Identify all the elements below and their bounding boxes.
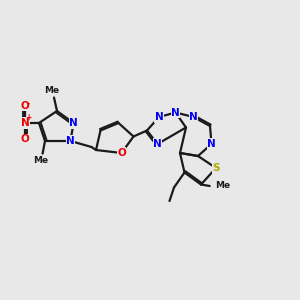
Text: N: N [20, 118, 29, 128]
Text: -: - [27, 100, 30, 109]
Text: N: N [69, 118, 78, 128]
Text: N: N [207, 139, 216, 149]
Text: O: O [117, 148, 126, 158]
Text: Me: Me [33, 156, 48, 165]
Text: +: + [25, 113, 31, 122]
Text: S: S [212, 163, 220, 173]
Text: Me: Me [215, 182, 230, 190]
Text: N: N [189, 112, 198, 122]
Text: N: N [153, 139, 162, 149]
Text: O: O [20, 134, 29, 145]
Text: N: N [171, 107, 180, 118]
Text: Me: Me [44, 86, 59, 95]
Text: O: O [20, 100, 29, 111]
Text: N: N [66, 136, 75, 146]
Text: N: N [154, 112, 164, 122]
